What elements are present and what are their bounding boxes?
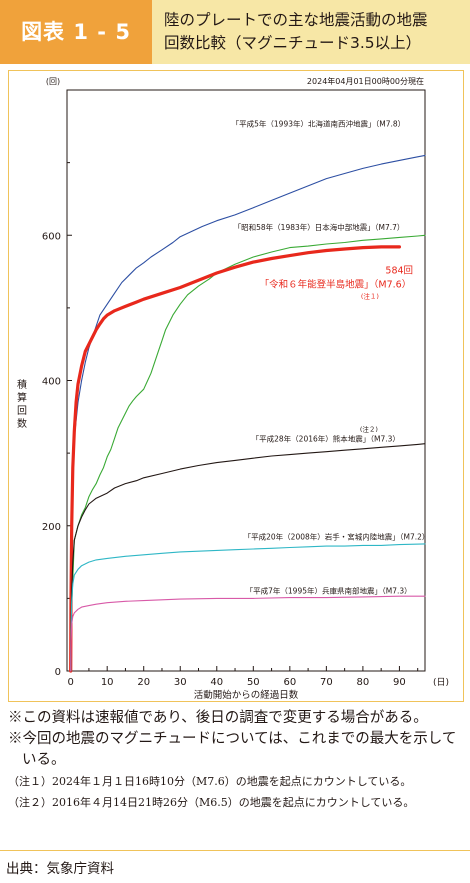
y-tick-label: 0: [55, 667, 61, 678]
series-line-kumamoto: [70, 443, 426, 672]
y-axis-label-char: 積: [17, 378, 27, 391]
y-unit-label: (回): [46, 77, 60, 86]
plot-frame: [66, 89, 426, 672]
notes: ※この資料は速報値であり、後日の調査で変更する場合がある。 ※今回の地震のマグニ…: [8, 708, 466, 813]
figure-title-line2: 回数比較（マグニチュード3.5以上）: [164, 34, 422, 52]
chart-axes: 0 200 400 600 0 10 20 30 40 50 60 70 80 90: [42, 89, 426, 688]
series-value-label: 584回: [385, 266, 413, 277]
x-tick-label: 50: [247, 677, 260, 688]
series-label-hokkaido: 「平成5年（1993年）北海道南西沖地震」（M7.8）: [232, 118, 406, 128]
x-tick-label: 80: [357, 677, 370, 688]
y-axis-label-char: 回: [17, 405, 27, 417]
figure-badge: 図表 1 - 5: [0, 0, 152, 64]
series-line-noto: [69, 245, 401, 673]
x-tick-label: 70: [320, 677, 333, 688]
chart-lines: [69, 154, 426, 673]
header-bar: 図表 1 - 5 陸のプレートでの主な地震活動の地震 回数比較（マグニチュード3…: [0, 0, 470, 64]
figure-title-line1: 陸のプレートでの主な地震活動の地震: [164, 11, 428, 29]
note-magnitude: ※今回の地震のマグニチュードについては、これまでの最大を示している。: [8, 731, 457, 768]
aftershock-chart: 0 200 400 600 0 10 20 30 40 50 60 70 80 90 (回) 2024年04…: [17, 76, 449, 701]
x-unit-label: (日): [433, 677, 449, 688]
series-line-iwate: [70, 543, 426, 672]
x-tick-label: 40: [210, 677, 223, 688]
note-1: （注１）2024年１月１日16時10分（M7.6）の地震を起点にカウントしている…: [8, 775, 412, 788]
note-2: （注２）2016年４月14日21時26分（M6.5）の地震を起点にカウントしてい…: [8, 796, 415, 809]
x-tick-label: 20: [137, 677, 150, 688]
source-credit: 出典：気象庁資料: [6, 861, 114, 877]
series-label-iwate: 「平成20年（2008年）岩手・宮城内陸地震」（M7.2）: [244, 532, 430, 542]
note-preliminary: ※この資料は速報値であり、後日の調査で変更する場合がある。: [8, 710, 428, 726]
date-note: 2024年04月01日00時00分現在: [307, 76, 424, 86]
x-tick-label: 90: [393, 677, 406, 688]
series-label-hyogo: 「平成7年（1995年）兵庫県南部地震」（M7.3）: [246, 585, 412, 595]
y-axis-label-char: 算: [17, 391, 27, 404]
chart-labels: (回) 2024年04月01日00時00分現在 (日) 活動開始からの経過日数 積算回数…: [17, 76, 449, 701]
series-label-chuetsu: 「昭和58年（1983年）日本海中部地震」（M7.7）: [234, 222, 405, 232]
y-tick-label: 400: [42, 377, 61, 388]
x-tick-label: 10: [101, 677, 114, 688]
y-axis-label-char: 数: [17, 417, 27, 430]
source-divider: [0, 850, 470, 851]
figure-title: 陸のプレートでの主な地震活動の地震 回数比較（マグニチュード3.5以上）: [164, 9, 464, 55]
x-tick-label: 30: [174, 677, 187, 688]
x-tick-label: 60: [283, 677, 296, 688]
y-tick-label: 600: [42, 231, 61, 242]
series-line-hokkaido: [70, 154, 426, 672]
y-tick-label: 200: [42, 522, 61, 533]
series-label-kumamoto: 「平成28年（2016年）熊本地震」（M7.3）: [252, 434, 400, 444]
x-tick-label: 0: [67, 677, 73, 688]
series-line-hyogo: [70, 595, 426, 672]
series-line-chuetsu: [70, 234, 426, 672]
figure-number: 図表 1 - 5: [21, 20, 131, 44]
series-label-noto: 「令和６年能登半島地震」（M7.6）: [260, 279, 412, 291]
x-axis-label: 活動開始からの経過日数: [194, 689, 299, 701]
series-note-noto: (注１): [361, 292, 379, 301]
series-note-kumamoto: (注２): [360, 425, 378, 434]
